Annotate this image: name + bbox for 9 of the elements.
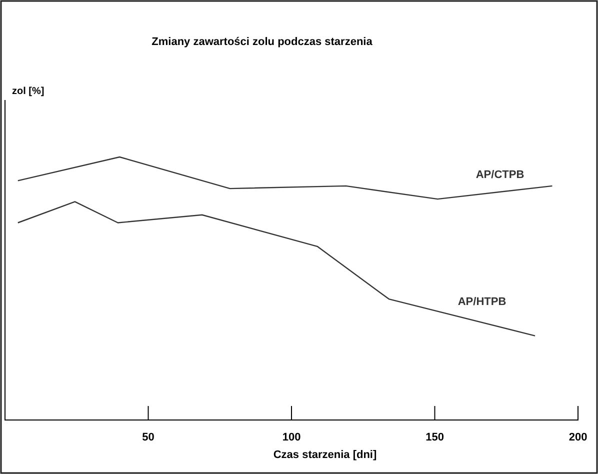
x-tick-label: 100 <box>282 432 301 444</box>
x-tick-label: 150 <box>426 432 444 444</box>
x-axis-title: Czas starzenia [dni] <box>273 449 377 461</box>
text: zol [%] <box>12 86 44 97</box>
x-tick-label: 200 <box>568 432 588 444</box>
chart-title: Zmiany zawartości zolu podczas starzenia <box>152 36 374 48</box>
series-label: AP/HTPB <box>458 296 506 308</box>
x-tick-label: 50 <box>142 432 154 444</box>
series-label: AP/CTPB <box>476 169 524 181</box>
